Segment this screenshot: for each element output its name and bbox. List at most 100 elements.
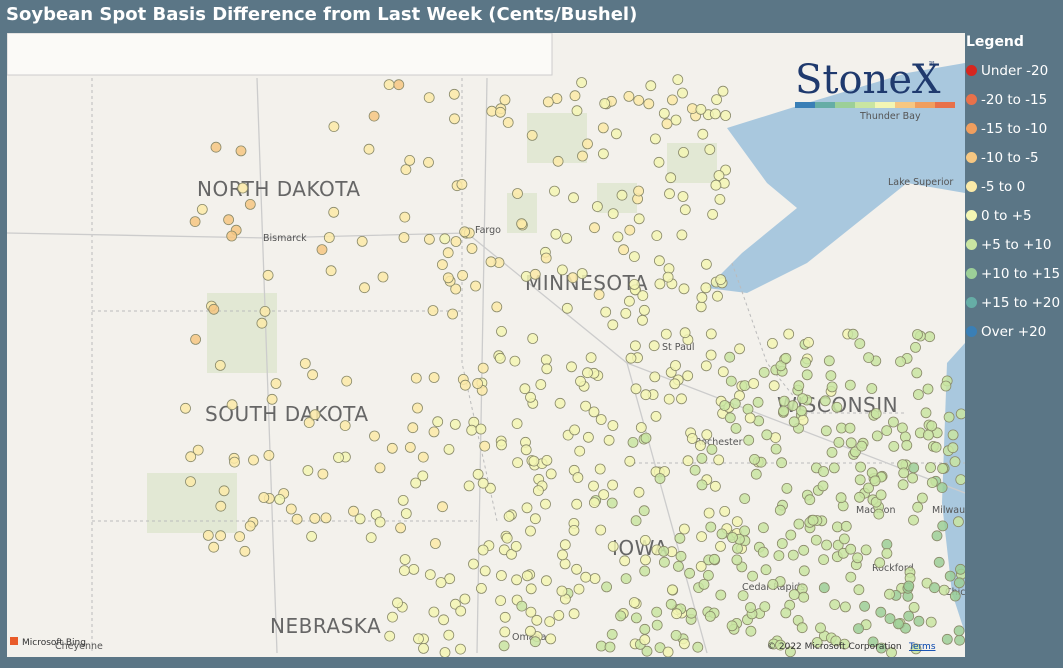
- station-dot[interactable]: [606, 497, 618, 509]
- station-dot[interactable]: [606, 629, 618, 640]
- station-dot[interactable]: [724, 412, 736, 424]
- station-dot[interactable]: [577, 150, 588, 162]
- station-dot[interactable]: [768, 380, 780, 392]
- station-dot[interactable]: [437, 501, 448, 513]
- station-dot[interactable]: [386, 442, 398, 454]
- station-dot[interactable]: [374, 516, 386, 528]
- station-dot[interactable]: [580, 571, 592, 583]
- station-dot[interactable]: [604, 641, 616, 653]
- station-dot[interactable]: [677, 87, 688, 99]
- station-dot[interactable]: [412, 402, 423, 414]
- station-dot[interactable]: [303, 417, 315, 429]
- station-dot[interactable]: [711, 94, 722, 105]
- station-dot[interactable]: [572, 472, 584, 483]
- station-dot[interactable]: [432, 416, 444, 428]
- station-dot[interactable]: [955, 563, 966, 575]
- station-dot[interactable]: [640, 554, 651, 566]
- station-dot[interactable]: [820, 425, 832, 437]
- station-dot[interactable]: [725, 375, 737, 387]
- station-dot[interactable]: [859, 600, 870, 612]
- station-dot[interactable]: [501, 532, 513, 544]
- station-dot[interactable]: [678, 283, 690, 295]
- station-dot[interactable]: [743, 434, 755, 446]
- station-dot[interactable]: [531, 614, 543, 626]
- station-dot[interactable]: [494, 352, 506, 364]
- station-dot[interactable]: [633, 486, 645, 498]
- station-dot[interactable]: [673, 561, 684, 572]
- station-dot[interactable]: [542, 96, 554, 108]
- station-dot[interactable]: [463, 480, 475, 492]
- station-dot[interactable]: [639, 534, 651, 546]
- station-dot[interactable]: [408, 564, 420, 575]
- station-dot[interactable]: [568, 192, 579, 204]
- station-dot[interactable]: [803, 336, 814, 348]
- station-dot[interactable]: [582, 367, 593, 379]
- station-dot[interactable]: [348, 505, 359, 517]
- station-dot[interactable]: [511, 574, 523, 586]
- station-dot[interactable]: [556, 585, 568, 597]
- station-dot[interactable]: [320, 512, 332, 524]
- station-dot[interactable]: [525, 606, 537, 618]
- station-dot[interactable]: [525, 625, 536, 637]
- station-dot[interactable]: [569, 424, 580, 436]
- station-dot[interactable]: [639, 565, 651, 577]
- station-dot[interactable]: [709, 553, 720, 565]
- station-dot[interactable]: [615, 610, 626, 622]
- station-dot[interactable]: [874, 557, 886, 569]
- station-dot[interactable]: [876, 642, 887, 654]
- station-dot[interactable]: [654, 473, 666, 484]
- station-dot[interactable]: [511, 418, 523, 430]
- station-dot[interactable]: [597, 122, 609, 134]
- station-dot[interactable]: [679, 523, 690, 535]
- station-dot[interactable]: [274, 493, 286, 505]
- station-dot[interactable]: [710, 179, 722, 191]
- station-dot[interactable]: [223, 214, 235, 226]
- station-dot[interactable]: [783, 328, 795, 340]
- station-dot[interactable]: [757, 546, 769, 558]
- station-dot[interactable]: [758, 522, 769, 534]
- station-dot[interactable]: [215, 530, 227, 542]
- station-dot[interactable]: [624, 295, 635, 307]
- station-dot[interactable]: [745, 602, 756, 613]
- station-dot[interactable]: [413, 633, 424, 645]
- station-dot[interactable]: [933, 556, 945, 568]
- station-dot[interactable]: [938, 584, 950, 596]
- station-dot[interactable]: [676, 229, 688, 241]
- station-dot[interactable]: [400, 508, 412, 519]
- station-dot[interactable]: [506, 548, 517, 560]
- station-dot[interactable]: [701, 258, 712, 270]
- station-dot[interactable]: [554, 397, 566, 409]
- station-dot[interactable]: [696, 452, 708, 464]
- station-dot[interactable]: [525, 391, 536, 403]
- station-dot[interactable]: [955, 474, 965, 485]
- station-dot[interactable]: [449, 113, 460, 125]
- station-dot[interactable]: [215, 500, 227, 512]
- station-dot[interactable]: [748, 378, 759, 389]
- station-dot[interactable]: [750, 468, 762, 480]
- station-dot[interactable]: [545, 468, 557, 480]
- station-dot[interactable]: [589, 497, 600, 509]
- station-dot[interactable]: [557, 264, 568, 276]
- station-dot[interactable]: [875, 606, 887, 618]
- station-dot[interactable]: [526, 130, 538, 141]
- station-dot[interactable]: [397, 494, 409, 506]
- station-dot[interactable]: [180, 402, 191, 414]
- station-dot[interactable]: [650, 410, 662, 422]
- station-dot[interactable]: [185, 476, 196, 488]
- station-dot[interactable]: [499, 611, 511, 623]
- station-dot[interactable]: [459, 226, 471, 238]
- station-dot[interactable]: [438, 614, 450, 626]
- station-dot[interactable]: [447, 308, 459, 320]
- station-dot[interactable]: [561, 232, 573, 244]
- station-dot[interactable]: [645, 80, 657, 92]
- station-dot[interactable]: [698, 579, 710, 590]
- station-dot[interactable]: [881, 425, 893, 437]
- station-dot[interactable]: [571, 105, 583, 117]
- station-dot[interactable]: [383, 79, 395, 90]
- station-dot[interactable]: [908, 602, 920, 613]
- station-dot[interactable]: [686, 433, 698, 444]
- station-dot[interactable]: [731, 516, 743, 528]
- station-dot[interactable]: [903, 610, 915, 622]
- station-dot[interactable]: [512, 188, 523, 199]
- station-dot[interactable]: [924, 331, 936, 343]
